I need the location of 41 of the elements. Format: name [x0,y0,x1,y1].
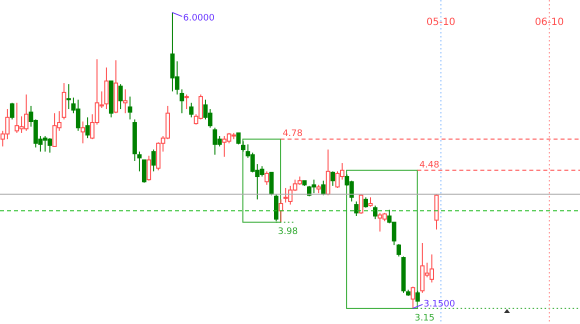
candlestick [222,136,227,158]
ref-line-label: 4.48 [419,160,440,170]
candlestick [236,132,241,145]
candlestick [146,155,152,182]
candlestick [330,170,335,186]
candlestick [118,84,123,110]
candlestick [80,121,86,144]
candlestick [410,286,416,309]
candlestick [321,180,326,196]
candlestick [373,205,378,220]
candlestick [415,290,420,302]
ref-line-label: 3.98 [278,227,298,238]
annotation: 3.1500 [424,299,456,310]
ref-line-label: 3.15 [414,313,435,324]
candlestick [123,88,128,114]
candlestick [189,102,194,118]
candlestick [151,149,156,172]
candlestick [85,116,90,139]
candlestick [10,102,14,120]
candlestick [66,84,71,110]
candlestick [326,149,330,196]
candlestick [274,194,278,222]
candlestick [364,196,368,208]
candlestick [184,94,189,110]
candlestick [128,96,132,120]
candlestick [180,88,184,114]
candlestick [240,140,246,152]
candlestick [354,200,359,216]
candlestick [208,108,212,128]
annotation: 6.0000 [183,13,215,24]
candlestick [278,198,284,223]
candlestick [142,159,146,184]
ref-line-label: 4.78 [282,129,303,140]
candlestick [368,196,373,208]
candlestick [358,194,364,214]
x-tick-label: 05-10 [426,17,456,28]
candlestick [137,151,142,172]
x-tick-label: 06-10 [534,17,564,28]
candlestick [396,244,401,257]
candlestick [104,67,109,110]
candlestick [264,170,269,186]
